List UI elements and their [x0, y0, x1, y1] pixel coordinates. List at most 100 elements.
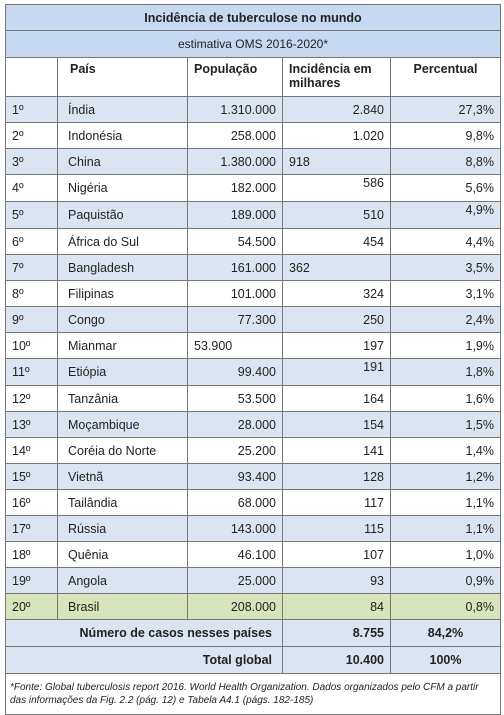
table-cell: 93: [282, 567, 391, 594]
data-row: 17º Rússia 143.000 115 1,1%: [5, 515, 501, 542]
table-cell: 4º: [5, 174, 58, 202]
subtitle-row: estimativa OMS 2016-2020*: [5, 30, 501, 58]
summary-label: Número de casos nesses países: [5, 619, 283, 647]
table-cell: 0,8%: [390, 593, 501, 620]
summary-incidence: 8.755: [282, 619, 391, 647]
summary-row: Número de casos nesses países 8.755 84,2%: [5, 619, 501, 647]
data-row: 5º Paquistão 189.000 510 4,9%: [5, 201, 501, 229]
data-row: 10º Mianmar 53.900 197 1,9%: [5, 332, 501, 359]
table-cell: Etiópia: [57, 358, 188, 386]
table-cell: 189.000: [187, 201, 283, 229]
table-cell: 258.000: [187, 122, 283, 149]
header-cell: Incidência em milhares: [282, 57, 391, 97]
summary-percent: 100%: [390, 646, 501, 674]
data-row: 3º China 1.380.000 918 8,8%: [5, 148, 501, 175]
table-cell: 586: [282, 174, 391, 202]
header-cell: País: [57, 57, 188, 97]
title-row: Incidência de tuberculose no mundo: [5, 4, 501, 31]
table-cell: Nigéria: [57, 174, 188, 202]
table-cell: 1º: [5, 96, 58, 123]
table-cell: 1.310.000: [187, 96, 283, 123]
table-cell: 1.020: [282, 122, 391, 149]
table-cell: 3,1%: [390, 280, 501, 307]
table-cell: 4,4%: [390, 228, 501, 255]
table-cell: 54.500: [187, 228, 283, 255]
table-cell: 5,6%: [390, 174, 501, 202]
table-cell: 11º: [5, 358, 58, 386]
table-cell: 18º: [5, 541, 58, 568]
table-cell: 19º: [5, 567, 58, 594]
table-cell: 1.380.000: [187, 148, 283, 175]
table-cell: 161.000: [187, 254, 283, 281]
table-cell: 93.400: [187, 463, 283, 490]
table-cell: 16º: [5, 489, 58, 516]
data-row: 15º Vietnã 93.400 128 1,2%: [5, 463, 501, 490]
table-cell: 46.100: [187, 541, 283, 568]
table-cell: 182.000: [187, 174, 283, 202]
summary-incidence: 10.400: [282, 646, 391, 674]
table-cell: 15º: [5, 463, 58, 490]
table-cell: 2º: [5, 122, 58, 149]
table-cell: 7º: [5, 254, 58, 281]
table-cell: Quênia: [57, 541, 188, 568]
table-subtitle: estimativa OMS 2016-2020*: [5, 30, 501, 58]
data-row: 9º Congo 77.300 250 2,4%: [5, 306, 501, 333]
table-cell: Moçambique: [57, 411, 188, 438]
data-row: 14º Coréia do Norte 25.200 141 1,4%: [5, 437, 501, 464]
table-cell: 9º: [5, 306, 58, 333]
data-row: 18º Quênia 46.100 107 1,0%: [5, 541, 501, 568]
table-cell: Coréia do Norte: [57, 437, 188, 464]
footnote-row: *Fonte: Global tuberculosis report 2016.…: [5, 673, 501, 715]
table-cell: 68.000: [187, 489, 283, 516]
table-cell: 164: [282, 385, 391, 412]
table-cell: 5º: [5, 201, 58, 229]
table-cell: 99.400: [187, 358, 283, 386]
table-cell: África do Sul: [57, 228, 188, 255]
data-row: 11º Etiópia 99.400 191 1,8%: [5, 358, 501, 386]
table-cell: 362: [282, 254, 391, 281]
data-row: 13º Moçambique 28.000 154 1,5%: [5, 411, 501, 438]
data-row: 16º Tailândia 68.000 117 1,1%: [5, 489, 501, 516]
data-row: 6º África do Sul 54.500 454 4,4%: [5, 228, 501, 255]
table-cell: 1,1%: [390, 489, 501, 516]
table-cell: 3º: [5, 148, 58, 175]
table-cell: Brasil: [57, 593, 188, 620]
table-cell: 77.300: [187, 306, 283, 333]
table-cell: Indonésia: [57, 122, 188, 149]
tuberculosis-table: Incidência de tuberculose no mundo estim…: [5, 4, 501, 715]
table-cell: 1,8%: [390, 358, 501, 386]
table-cell: 1,2%: [390, 463, 501, 490]
data-row: 12º Tanzânia 53.500 164 1,6%: [5, 385, 501, 412]
table-cell: Rússia: [57, 515, 188, 542]
table-cell: Angola: [57, 567, 188, 594]
table-cell: 510: [282, 201, 391, 229]
table-cell: 115: [282, 515, 391, 542]
table-cell: 17º: [5, 515, 58, 542]
table-cell: 454: [282, 228, 391, 255]
table-cell: 8,8%: [390, 148, 501, 175]
table-cell: 9,8%: [390, 122, 501, 149]
table-cell: 2.840: [282, 96, 391, 123]
table-cell: 6º: [5, 228, 58, 255]
table-cell: 12º: [5, 385, 58, 412]
table-cell: 1,9%: [390, 332, 501, 359]
table-cell: Índia: [57, 96, 188, 123]
table-cell: China: [57, 148, 188, 175]
table-cell: 4,9%: [390, 201, 501, 229]
table-title: Incidência de tuberculose no mundo: [5, 4, 501, 31]
header-row: País População Incidência em milhares Pe…: [5, 57, 501, 97]
data-row: 19º Angola 25.000 93 0,9%: [5, 567, 501, 594]
header-cell: Percentual: [390, 57, 501, 97]
table-cell: Paquistão: [57, 201, 188, 229]
table-cell: 1,6%: [390, 385, 501, 412]
summary-percent: 84,2%: [390, 619, 501, 647]
table-cell: 20º: [5, 593, 58, 620]
table-body: Incidência de tuberculose no mundo estim…: [5, 4, 501, 715]
footnote: *Fonte: Global tuberculosis report 2016.…: [5, 673, 501, 715]
header-cell: [5, 57, 58, 97]
table-cell: 53.500: [187, 385, 283, 412]
summary-label: Total global: [5, 646, 283, 674]
table-cell: 27,3%: [390, 96, 501, 123]
table-cell: 14º: [5, 437, 58, 464]
